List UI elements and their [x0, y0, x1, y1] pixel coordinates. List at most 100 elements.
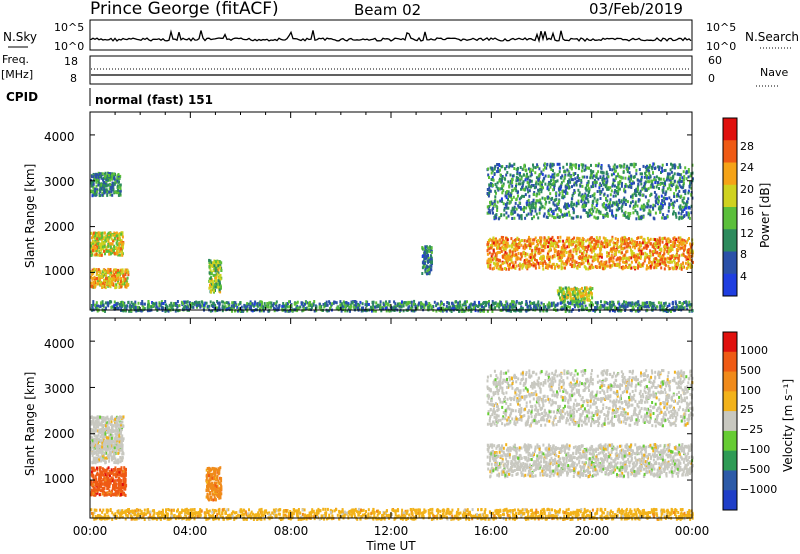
heatmap-cell [611, 203, 614, 207]
heatmap-cell [657, 253, 660, 257]
heatmap-cell [496, 246, 498, 250]
heatmap-cell [569, 297, 572, 301]
heatmap-cell [515, 264, 518, 268]
heatmap-cell [147, 300, 150, 303]
heatmap-cell [551, 235, 554, 239]
heatmap-cell [614, 253, 617, 256]
heatmap-cell [605, 301, 608, 305]
heatmap-cell [103, 188, 106, 192]
heatmap-cell [561, 213, 564, 217]
heatmap-cell [533, 192, 536, 196]
heatmap-cell [562, 252, 565, 256]
heatmap-cell [518, 301, 521, 305]
heatmap-cell [566, 191, 569, 195]
heatmap-cell [577, 188, 580, 192]
heatmap-cell [602, 236, 605, 240]
heatmap-cell [668, 202, 671, 206]
heatmap-cell [550, 265, 553, 269]
heatmap-cell [344, 309, 347, 313]
heatmap-cell [445, 309, 448, 313]
heatmap-cell [573, 189, 576, 192]
heatmap-cell [573, 303, 576, 307]
heatmap-cell [116, 270, 119, 274]
heatmap-cell [588, 297, 590, 301]
heatmap-cell [518, 182, 520, 186]
heatmap-cell [591, 181, 594, 185]
heatmap-cell [580, 245, 583, 249]
nave-tick-bottom: 0 [708, 72, 715, 85]
heatmap-cell [586, 247, 589, 251]
heatmap-cell [100, 232, 103, 236]
heatmap-cell [653, 178, 656, 182]
heatmap-cell [628, 171, 631, 175]
heatmap-cell [617, 183, 620, 187]
heatmap-cell [618, 207, 621, 211]
heatmap-cell [617, 187, 620, 191]
heatmap-cell [379, 300, 382, 304]
heatmap-cell [581, 175, 584, 179]
heatmap-cell [100, 275, 103, 278]
heatmap-cell [527, 212, 530, 216]
heatmap-cell [143, 302, 146, 306]
heatmap-cell [239, 309, 241, 313]
heatmap-cell [631, 307, 634, 311]
heatmap-cell [578, 290, 581, 294]
heatmap-cell [103, 278, 105, 282]
heatmap-cell [524, 261, 527, 265]
heatmap-cell [571, 253, 574, 257]
heatmap-cell [570, 242, 573, 246]
heatmap-cell [557, 256, 560, 260]
heatmap-cell [410, 309, 413, 313]
heatmap-cell [551, 262, 554, 266]
heatmap-cell [609, 264, 612, 268]
heatmap-cell [670, 254, 673, 258]
heatmap-cell [670, 246, 672, 250]
heatmap-cell [398, 304, 401, 308]
heatmap-cell [661, 163, 664, 167]
heatmap-cell [564, 286, 567, 290]
nsearch-label: N.Search [745, 30, 799, 44]
heatmap-cell [519, 166, 522, 169]
heatmap-cell [596, 202, 599, 206]
heatmap-cell [613, 190, 616, 194]
heatmap-cell [115, 231, 118, 235]
heatmap-cell [612, 241, 615, 245]
heatmap-cell [563, 242, 566, 246]
heatmap-cell [511, 303, 513, 307]
heatmap-cell [120, 232, 123, 236]
heatmap-cell [92, 186, 95, 189]
heatmap-cell [540, 187, 543, 191]
heatmap-cell [649, 249, 652, 253]
heatmap-cell [219, 265, 222, 269]
heatmap-cell [529, 207, 532, 211]
heatmap-cell [585, 211, 588, 214]
heatmap-cell [101, 242, 104, 246]
heatmap-cell [216, 260, 219, 264]
heatmap-cell [228, 306, 230, 310]
heatmap-cell [637, 309, 640, 313]
heatmap-cell [541, 264, 544, 268]
heatmap-cell [582, 208, 585, 212]
heatmap-cell [635, 260, 638, 264]
heatmap-cell [100, 187, 103, 191]
heatmap-cell [655, 257, 658, 261]
heatmap-cell [688, 184, 691, 188]
heatmap-cell [558, 264, 561, 268]
heatmap-cell [688, 252, 691, 256]
heatmap-cell [511, 178, 514, 181]
heatmap-cell [526, 181, 529, 184]
heatmap-cell [109, 277, 112, 281]
heatmap-cell [540, 261, 543, 265]
heatmap-cell [598, 189, 601, 193]
heatmap-cell [112, 187, 115, 191]
heatmap-cell [231, 306, 234, 310]
heatmap-cell [628, 256, 631, 260]
heatmap-cell [589, 176, 592, 180]
heatmap-cell [652, 242, 655, 246]
heatmap-cell [515, 257, 518, 261]
heatmap-cell [565, 191, 567, 195]
heatmap-cell [547, 182, 550, 186]
heatmap-cell [564, 293, 567, 297]
heatmap-cell [507, 214, 510, 218]
heatmap-cell [125, 270, 128, 274]
